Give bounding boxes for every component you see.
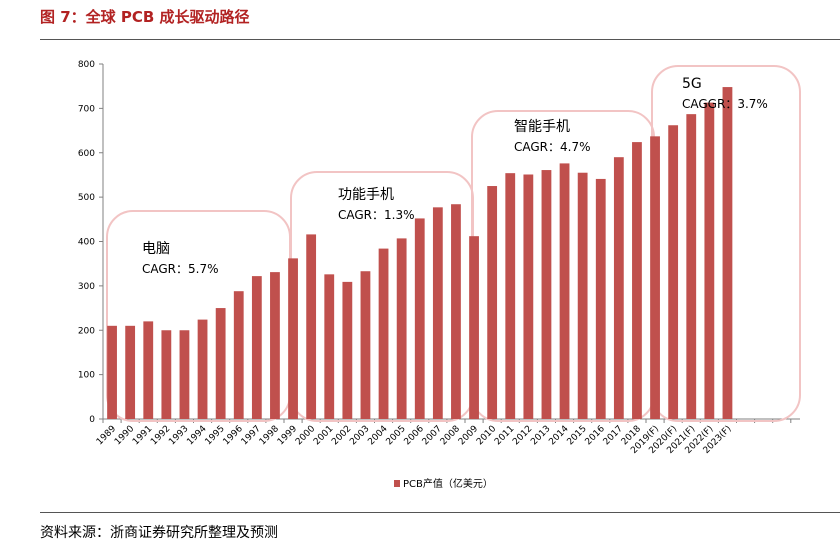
- y-tick-label: 500: [78, 193, 95, 203]
- x-tick-label: 1999: [276, 424, 299, 447]
- legend-swatch: [394, 480, 400, 487]
- x-tick-label: 2014: [547, 424, 570, 447]
- bar-1994: [197, 319, 208, 419]
- era-name-label: 电脑: [142, 241, 170, 257]
- x-tick-label: 1993: [167, 424, 190, 447]
- bar-2001: [324, 274, 335, 419]
- bar-2016: [595, 178, 606, 419]
- bar-1995: [215, 308, 226, 419]
- y-tick-label: 100: [78, 371, 95, 381]
- y-tick-label: 0: [89, 415, 95, 425]
- bar-1999: [288, 258, 298, 419]
- x-tick-label: 2000: [294, 424, 317, 447]
- x-tick-label: 2017: [602, 424, 625, 447]
- x-tick-label: 2011: [493, 424, 516, 447]
- bar-2006: [414, 218, 425, 419]
- x-tick-label: 2012: [511, 424, 534, 447]
- y-tick-label: 700: [78, 104, 95, 114]
- x-tick-label: 2003: [348, 424, 371, 447]
- bar-1996: [233, 291, 244, 419]
- era-cagr-label: CAGR：5.7%: [142, 262, 219, 276]
- x-tick-label: 1990: [113, 424, 136, 447]
- x-tick-label: 1996: [222, 424, 245, 447]
- y-tick-label: 800: [78, 60, 95, 70]
- source-note: 资料来源：浙商证券研究所整理及预测: [40, 525, 278, 541]
- bar-2015: [577, 172, 588, 419]
- x-tick-label: 2016: [584, 424, 607, 447]
- figure-title: 图 7：全球 PCB 成长驱动路径: [40, 8, 250, 26]
- x-tick-label: 2009: [457, 424, 480, 447]
- bar-2004: [378, 248, 389, 419]
- era-name-label: 智能手机: [514, 119, 570, 135]
- x-tick-label: 2010: [475, 424, 498, 447]
- bar-1997: [251, 276, 262, 419]
- bar-2008: [451, 204, 461, 419]
- x-tick-label: 1998: [258, 424, 281, 447]
- y-tick-label: 200: [78, 326, 95, 336]
- bar-2022(F): [704, 102, 715, 419]
- bar-2009: [469, 236, 479, 419]
- top-divider: [40, 39, 840, 40]
- x-tick-label: 2002: [330, 424, 353, 447]
- bar-1998: [270, 272, 280, 419]
- legend-label: PCB产值（亿美元）: [403, 477, 493, 490]
- bar-2013: [541, 170, 552, 419]
- y-tick-label: 600: [78, 149, 95, 159]
- x-tick-label: 1992: [149, 424, 172, 447]
- bar-1993: [179, 330, 190, 419]
- y-tick-label: 300: [78, 282, 95, 292]
- x-tick-label: 2008: [439, 424, 462, 447]
- bar-2011: [505, 173, 516, 419]
- bar-1991: [143, 321, 154, 419]
- bar-1992: [161, 330, 172, 419]
- x-tick-label: 1994: [185, 424, 208, 447]
- era-cagr-label: CAGGR：3.7%: [682, 97, 768, 111]
- bar-1990: [125, 325, 136, 419]
- era-cagr-label: CAGR：4.7%: [514, 140, 591, 154]
- bottom-divider: [40, 512, 840, 513]
- era-name-label: 功能手机: [338, 187, 394, 203]
- bar-2017: [613, 157, 624, 419]
- x-tick-label: 1991: [131, 424, 154, 447]
- era-cagr-label: CAGR：1.3%: [338, 208, 415, 222]
- bar-2010: [487, 186, 498, 419]
- bar-2002: [342, 281, 353, 419]
- bar-2020(F): [668, 125, 679, 420]
- bar-2007: [432, 207, 443, 419]
- era-name-label: 5G: [682, 76, 702, 92]
- x-tick-label: 2007: [421, 424, 444, 447]
- x-tick-label: 2006: [403, 424, 426, 447]
- x-tick-label: 2004: [366, 424, 389, 447]
- bar-2003: [360, 271, 371, 419]
- bar-2018: [632, 142, 642, 419]
- x-tick-label: 2001: [312, 424, 335, 447]
- pcb-growth-chart: 1989199019911992199319941995199619971998…: [78, 60, 801, 490]
- x-tick-label: 1997: [240, 424, 263, 447]
- x-tick-label: 1989: [95, 424, 118, 447]
- bar-2000: [306, 234, 317, 419]
- bar-2012: [523, 174, 534, 419]
- y-tick-label: 400: [78, 238, 95, 248]
- bar-2014: [559, 163, 570, 419]
- bar-2019(F): [650, 136, 660, 420]
- bar-1989: [107, 325, 117, 419]
- x-tick-label: 2015: [566, 424, 589, 447]
- bar-2021(F): [686, 114, 697, 420]
- x-tick-label: 2005: [385, 424, 408, 447]
- x-tick-label: 2013: [529, 424, 552, 447]
- bar-2023(F): [722, 87, 733, 419]
- bar-2005: [396, 238, 407, 419]
- x-tick-label: 1995: [204, 424, 227, 447]
